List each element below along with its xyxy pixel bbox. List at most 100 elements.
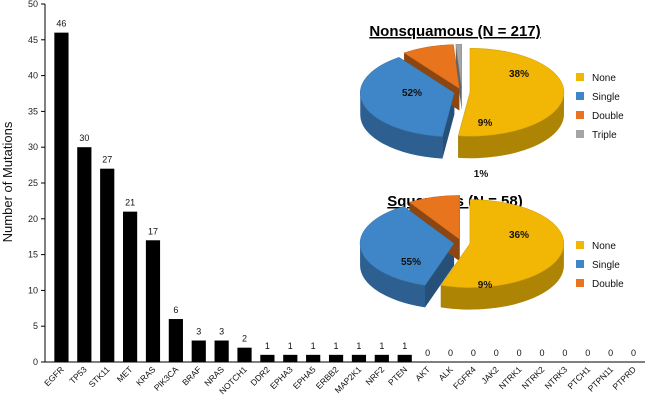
- pie-pct-label: 36%: [509, 230, 529, 241]
- x-tick-label: NTRK2: [520, 364, 547, 391]
- bar: [283, 354, 298, 362]
- x-tick-label: NRF2: [363, 364, 386, 387]
- y-tick-label: 15: [28, 250, 38, 260]
- bar-value-label: 0: [494, 348, 499, 358]
- bar-chart: Number of Mutations 05101520253035404550…: [0, 0, 645, 396]
- bar: [351, 354, 367, 362]
- legend-label: Double: [592, 279, 624, 290]
- x-tick-label: MET: [115, 364, 135, 384]
- bar-value-label: 46: [56, 19, 66, 29]
- y-tick-label: 0: [33, 357, 38, 367]
- bar-value-label: 0: [562, 348, 567, 358]
- legend-label: Single: [592, 260, 620, 271]
- x-tick-label: NTRK3: [543, 364, 570, 391]
- pie-slice-triple: [455, 44, 462, 89]
- x-tick-label: EPHA5: [291, 364, 318, 391]
- bar-value-label: 0: [608, 348, 613, 358]
- pie-pct-label: 55%: [401, 257, 421, 268]
- y-tick-label: 5: [33, 321, 38, 331]
- x-tick-label: EGFR: [42, 364, 66, 388]
- bar-value-label: 30: [79, 133, 89, 143]
- legend-swatch: [576, 279, 584, 287]
- legend-swatch: [576, 73, 584, 81]
- bar-value-label: 3: [219, 327, 224, 337]
- bar-value-label: 0: [631, 348, 636, 358]
- pie-pct-label: 9%: [478, 280, 493, 291]
- bar-value-label: 21: [125, 198, 135, 208]
- legend-label: None: [592, 73, 616, 84]
- bar: [123, 211, 138, 362]
- y-tick-label: 45: [28, 35, 38, 45]
- bar-value-label: 0: [540, 348, 545, 358]
- legend-swatch: [576, 260, 584, 268]
- x-tick-label: BRAF: [180, 364, 203, 387]
- bar-value-label: 6: [173, 305, 178, 315]
- pie-slice-none: [457, 47, 565, 137]
- bar-value-label: 0: [471, 348, 476, 358]
- bar: [397, 354, 412, 362]
- bar-value-label: 17: [148, 226, 158, 236]
- y-tick-label: 35: [28, 106, 38, 116]
- x-tick-label: AKT: [413, 364, 432, 383]
- nonsquamous-pie-chart: Nonsquamous (N = 217) 52% 38% 9% 1% None Singl…: [360, 23, 624, 180]
- bar: [145, 240, 161, 362]
- pie-legend: None Single Double: [576, 241, 624, 290]
- bar-value-label: 1: [311, 341, 316, 351]
- squamous-pie-chart: Squamous (N = 58)55%36%9%NoneSingleDoubl…: [359, 193, 624, 310]
- x-tick-label: STK11: [87, 364, 112, 389]
- pie-pct-label: 52%: [402, 88, 422, 99]
- y-tick-label: 50: [28, 0, 38, 9]
- x-tick-label: PTPRD: [611, 364, 638, 391]
- legend-label: Double: [592, 111, 624, 122]
- bar: [237, 347, 252, 362]
- bar-value-label: 1: [288, 341, 293, 351]
- y-tick-label: 20: [28, 214, 38, 224]
- bar-value-label: 0: [425, 348, 430, 358]
- bar-value-label: 1: [379, 341, 384, 351]
- x-tick-label: FGFR4: [451, 364, 478, 391]
- pie-slice-single: [359, 206, 455, 286]
- bar-value-label: 0: [517, 348, 522, 358]
- legend-label: Single: [592, 92, 620, 103]
- y-tick-label: 30: [28, 142, 38, 152]
- y-tick-label: 10: [28, 285, 38, 295]
- bar-value-label: 1: [356, 341, 361, 351]
- bar-value-label: 2: [242, 334, 247, 344]
- pie-legend: None Single Double Triple: [576, 73, 624, 141]
- bars: [54, 32, 412, 362]
- bar: [191, 340, 206, 362]
- bar-value-label: 27: [102, 155, 112, 165]
- legend-label: Triple: [592, 130, 617, 141]
- legend-swatch: [576, 111, 584, 119]
- bar-value-label: 1: [334, 341, 339, 351]
- legend-swatch: [576, 130, 584, 138]
- y-tick-label: 25: [28, 178, 38, 188]
- pie-slice-double: [408, 195, 461, 240]
- bar: [168, 319, 183, 362]
- bar: [77, 147, 92, 362]
- pie-slice-side: [455, 44, 462, 111]
- pie-title: Nonsquamous (N = 217): [369, 23, 540, 40]
- legend-label: None: [592, 241, 616, 252]
- x-tick-label: PTPN11: [586, 364, 616, 394]
- bar-value-label: 1: [402, 341, 407, 351]
- x-tick-label: EPHA3: [268, 364, 295, 391]
- legend-swatch: [576, 241, 584, 249]
- legend-swatch: [576, 92, 584, 100]
- y-axis-title: Number of Mutations: [0, 121, 15, 242]
- pie-slice-none: [440, 199, 565, 288]
- bar-value-label: 0: [585, 348, 590, 358]
- bar: [214, 340, 229, 362]
- bar: [100, 168, 115, 362]
- bar-value-label: 1: [265, 341, 270, 351]
- bar: [306, 354, 321, 362]
- x-tick-label: NTRK1: [497, 364, 524, 391]
- pie-slice-single: [360, 57, 455, 137]
- pie-pct-label: 38%: [509, 69, 529, 80]
- bar: [54, 32, 69, 362]
- x-tick-label: PTEN: [386, 364, 409, 387]
